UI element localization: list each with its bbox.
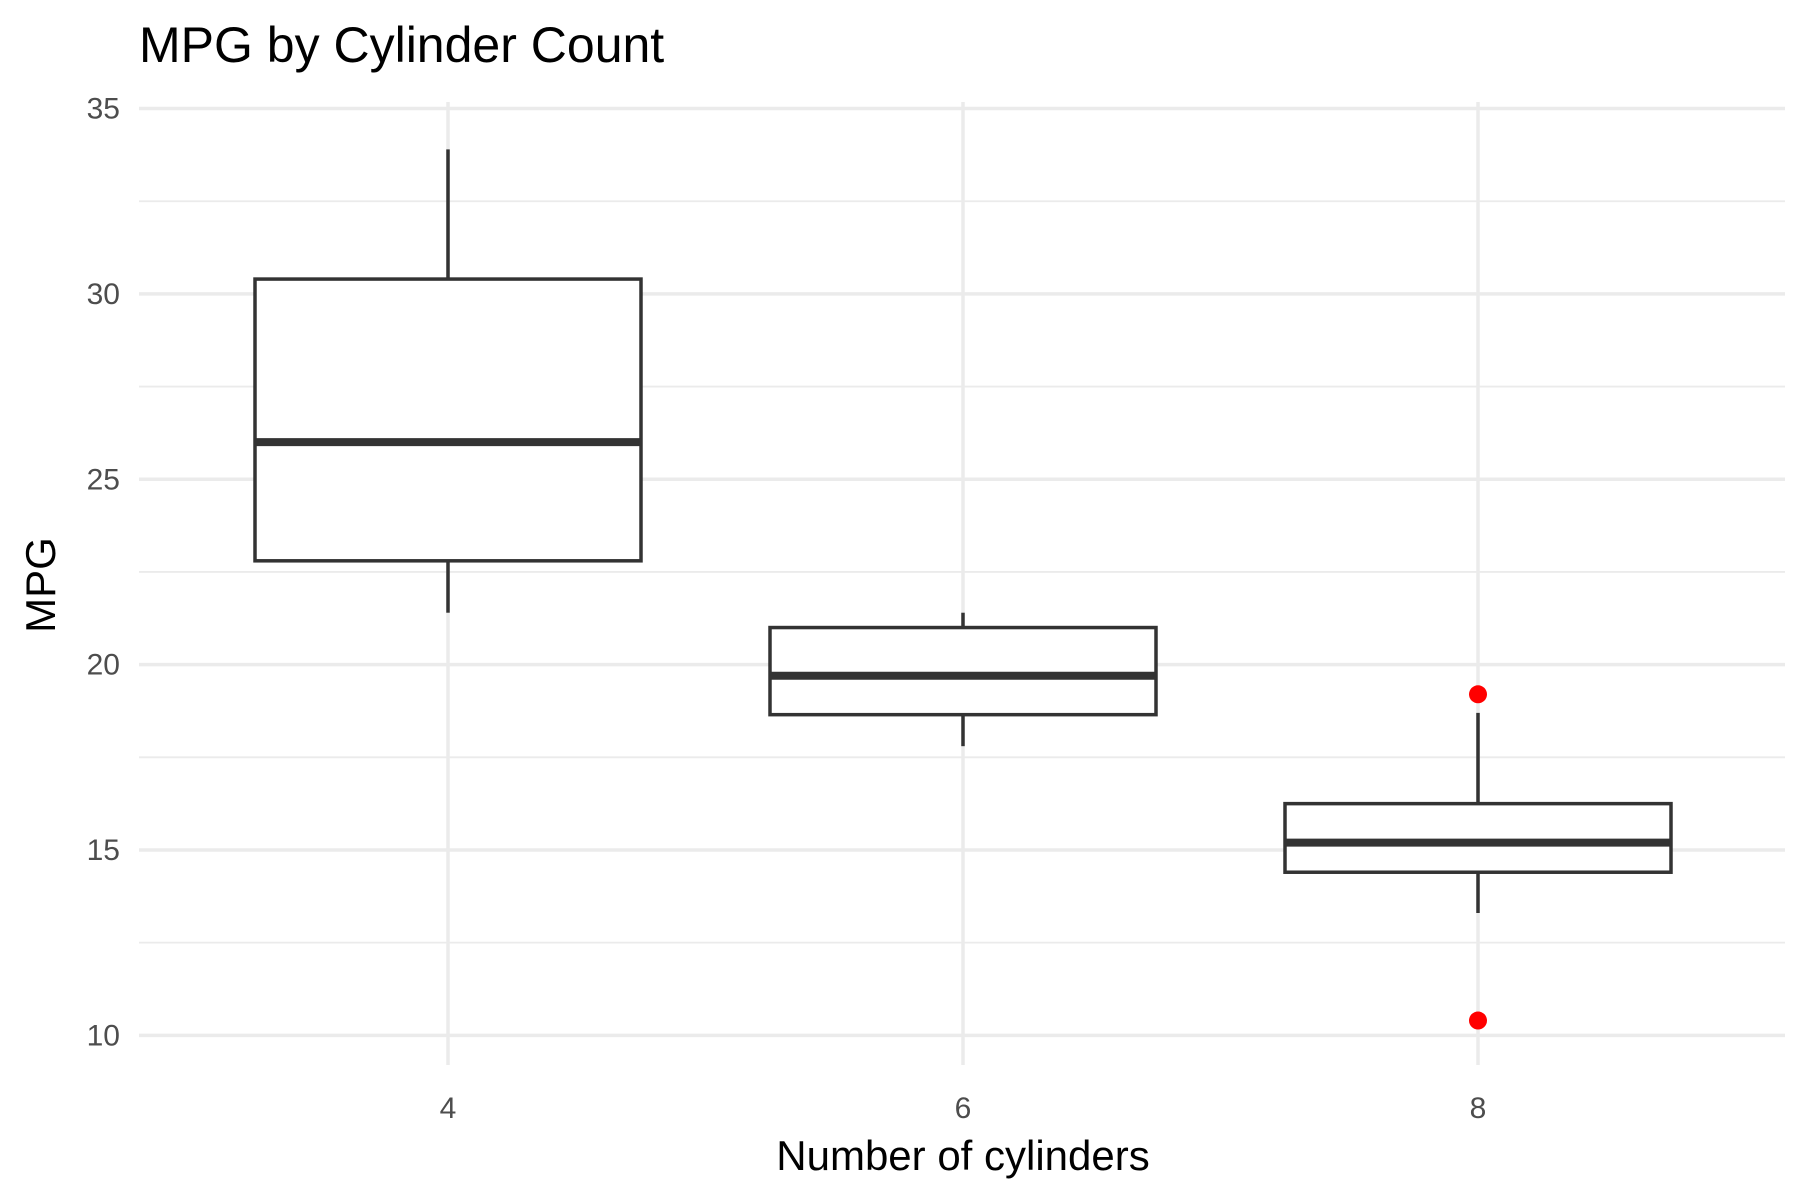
y-tick-label: 15	[87, 834, 120, 867]
y-tick-label: 35	[87, 93, 120, 126]
chart-title: MPG by Cylinder Count	[139, 17, 664, 73]
outlier-point	[1469, 1011, 1487, 1030]
outliers	[1469, 685, 1487, 1030]
x-tick-label: 6	[955, 1092, 972, 1125]
x-axis-ticks: 4 6 8	[440, 1092, 1487, 1125]
boxes	[253, 149, 1673, 914]
y-axis-title: MPG	[17, 537, 64, 633]
y-tick-label: 25	[87, 463, 120, 496]
box-4	[253, 277, 643, 563]
x-axis-title: Number of cylinders	[776, 1132, 1149, 1179]
x-tick-label: 8	[1470, 1092, 1487, 1125]
y-tick-label: 20	[87, 649, 120, 682]
x-tick-label: 4	[440, 1092, 457, 1125]
grid-lines	[139, 102, 1785, 1065]
box-8	[1283, 801, 1673, 874]
y-tick-label: 30	[87, 278, 120, 311]
y-tick-label: 10	[87, 1019, 120, 1052]
outlier-point	[1469, 685, 1487, 704]
y-axis-ticks: 10 15 20 25 30 35	[87, 93, 120, 1053]
box-6	[768, 625, 1158, 717]
